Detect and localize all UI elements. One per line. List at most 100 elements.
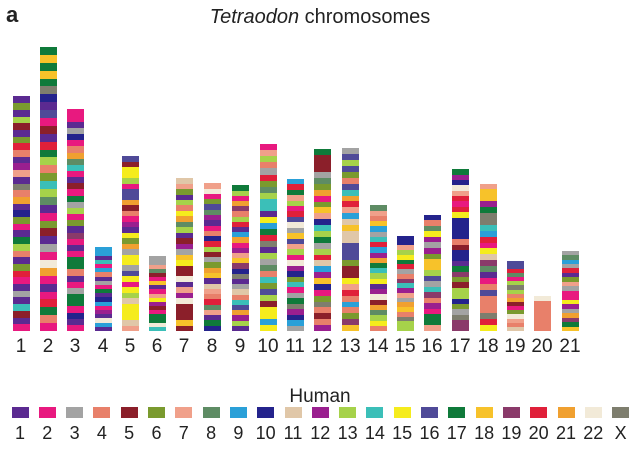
chromosome-band (286, 222, 304, 229)
chromosome-band (203, 204, 221, 211)
chromosome-label: 12 (311, 336, 333, 357)
chromosome-band (451, 266, 469, 273)
chromosome-band (231, 268, 249, 275)
chromosome-band (259, 276, 277, 284)
chromosome-label: 11 (285, 336, 305, 357)
chromosome-band (175, 292, 193, 299)
chromosome-band (148, 314, 166, 320)
chromosome-band (313, 266, 331, 273)
chromosome-band (423, 259, 441, 266)
chromosome-band (451, 244, 469, 251)
chromosome-band (175, 243, 193, 250)
chromosome-band (313, 166, 331, 173)
chromosome-band (286, 292, 304, 299)
chromosome-band (506, 272, 524, 278)
chromosome-band (66, 250, 84, 258)
chromosome-band (148, 306, 166, 311)
chromosome-band (313, 301, 331, 309)
chromosome-band (175, 178, 193, 185)
chromosome-7 (175, 178, 193, 331)
chromosome-band (506, 285, 524, 291)
chromosome-band (12, 109, 30, 118)
chromosome-band (203, 241, 221, 248)
chromosome-band (121, 314, 139, 321)
chromosome-band (451, 185, 469, 192)
chromosome-band (12, 237, 30, 245)
chromosome-16 (423, 214, 441, 331)
chromosome-band (341, 201, 359, 208)
legend-swatch (311, 407, 329, 418)
chromosome-band (369, 252, 387, 259)
chromosome-band (148, 297, 166, 303)
chromosome-band (231, 278, 249, 285)
chromosome-8 (203, 183, 221, 331)
chromosome-band (175, 320, 193, 327)
chromosome-band (259, 228, 277, 236)
chromosome-band (423, 281, 441, 288)
chromosome-band (66, 121, 84, 129)
chromosome-band (341, 148, 359, 155)
chromosome-label: 15 (394, 336, 416, 357)
chromosome-band (259, 198, 277, 206)
chromosome-band (561, 268, 579, 274)
chromosome-band (561, 255, 579, 261)
chromosome-band (396, 307, 414, 313)
chromosome-band (231, 200, 249, 207)
chromosome-band (423, 275, 441, 282)
chromosome-band (203, 283, 221, 290)
legend-label: 14 (364, 423, 385, 443)
chromosome-band (148, 268, 166, 274)
chromosome-band (203, 299, 221, 306)
chromosome-band (12, 230, 30, 238)
chromosome-label: 13 (339, 336, 361, 357)
chromosome-band (66, 115, 84, 123)
chromosome-band (94, 255, 112, 261)
chromosome-band (286, 265, 304, 272)
chromosome-band (341, 295, 359, 303)
chromosome-band (259, 234, 277, 242)
chromosome-label: 4 (97, 336, 109, 357)
chromosome-band (423, 270, 441, 277)
chromosome-band (39, 149, 57, 159)
chromosome-band (341, 219, 359, 226)
chromosome-band (396, 264, 414, 270)
chromosome-band (341, 154, 359, 161)
chromosome-band (259, 294, 277, 302)
chromosome-12 (313, 148, 331, 331)
chromosome-band (94, 326, 112, 331)
chromosome-band (423, 303, 441, 310)
chromosome-band (39, 244, 57, 253)
chromosome-band (533, 300, 551, 306)
chromosome-6 (148, 256, 166, 331)
chromosome-9 (231, 185, 249, 331)
chromosome-band (94, 268, 112, 273)
chromosome-band (121, 194, 139, 201)
chromosome-band (259, 246, 277, 254)
chromosome-band (369, 268, 387, 275)
chromosome-band (175, 314, 193, 321)
legend-swatch (530, 407, 548, 418)
chromosome-band (231, 263, 249, 270)
chromosome-band (561, 250, 579, 256)
legend-swatch (93, 407, 111, 418)
chromosome-band (231, 247, 249, 254)
chromosome-band (506, 268, 524, 274)
chromosome-band (341, 171, 359, 179)
chromosome-band (451, 179, 469, 186)
chromosome-band (341, 189, 359, 197)
chromosome-band (259, 252, 277, 260)
legend-swatch (502, 407, 520, 418)
chromosome-band (369, 242, 387, 248)
legend-swatch (66, 407, 84, 418)
chromosome-band (506, 264, 524, 270)
chromosome-band (341, 195, 359, 202)
chromosome-band (451, 250, 469, 257)
legend-label: 4 (96, 423, 107, 443)
chromosome-band (451, 174, 469, 181)
chromosome-band (12, 190, 30, 198)
chromosome-band (39, 220, 57, 230)
chromosome-band (313, 219, 331, 226)
legend-swatch (38, 407, 56, 418)
chromosome-band (396, 254, 414, 261)
chromosome-band (231, 294, 249, 301)
